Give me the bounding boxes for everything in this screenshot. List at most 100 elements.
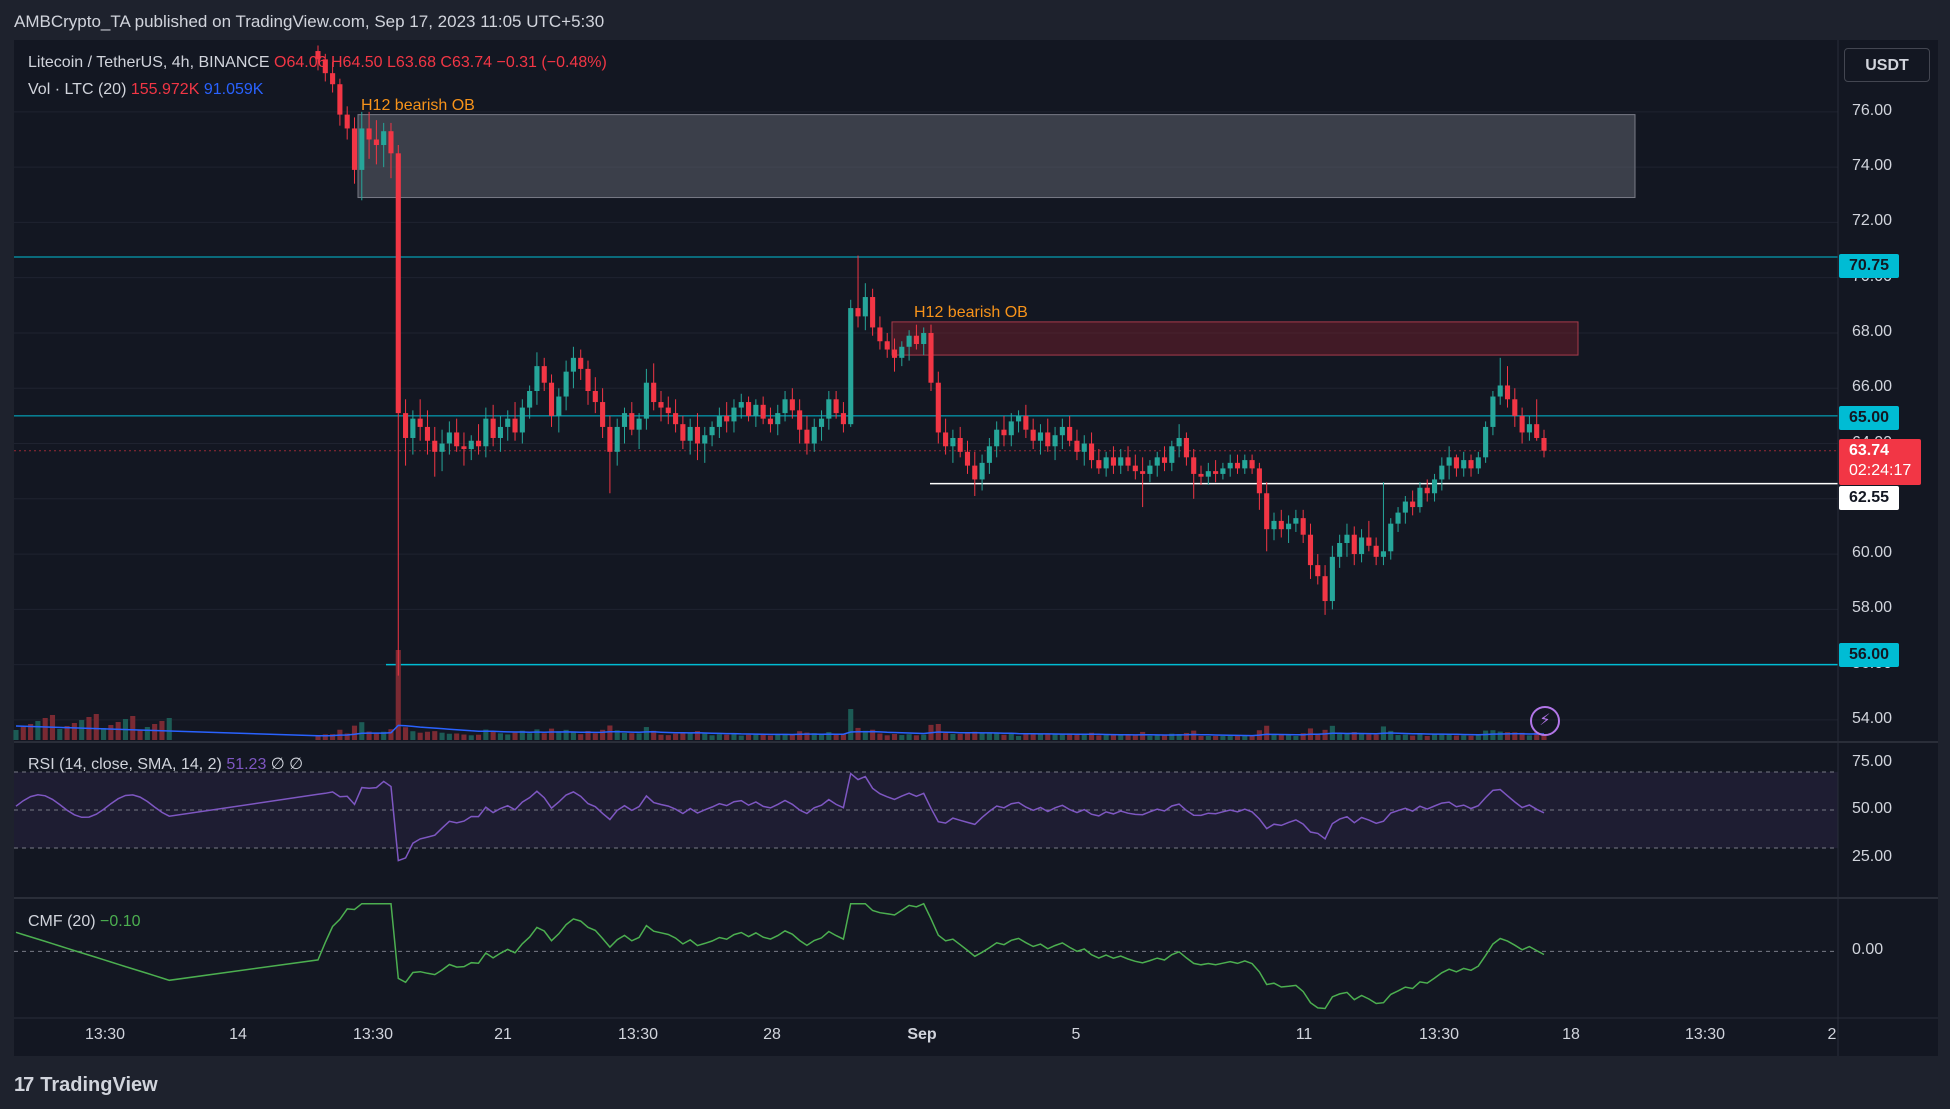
volume-bar	[351, 725, 358, 740]
volume-bar	[322, 734, 328, 740]
candle-body	[680, 424, 686, 441]
volume-bar	[475, 734, 482, 740]
volume-bar	[1278, 734, 1284, 740]
candle-body	[432, 440, 438, 452]
candle-body	[1227, 462, 1233, 469]
candle-body	[424, 426, 431, 441]
candle	[351, 117, 358, 184]
volume-bar	[1388, 730, 1394, 740]
rsi-tick-label: 75.00	[1852, 752, 1893, 770]
volume-bar	[1030, 734, 1036, 740]
candle	[570, 346, 576, 389]
candle	[1016, 410, 1022, 433]
zone-label-upper: H12 bearish OB	[361, 97, 475, 114]
volume-bar	[20, 727, 26, 740]
volume-bar	[862, 730, 868, 740]
candle	[1446, 446, 1452, 480]
volume-bar	[673, 733, 679, 740]
candle-body	[512, 418, 518, 433]
candle-body	[1380, 551, 1387, 557]
candle	[1220, 462, 1226, 480]
candle-body	[899, 346, 905, 358]
candle-body	[1329, 556, 1335, 602]
currency-button[interactable]: USDT	[1844, 48, 1930, 82]
candle-body	[1154, 457, 1160, 466]
candle-body	[1388, 523, 1394, 552]
candle	[1023, 404, 1029, 438]
time-tick-label: 13:30	[1418, 1026, 1460, 1043]
candle-body	[1191, 457, 1197, 474]
candle	[1439, 457, 1445, 491]
candle	[1453, 454, 1459, 477]
volume-bar	[1067, 733, 1073, 740]
publish-info: AMBCrypto_TA published on TradingView.co…	[14, 12, 605, 31]
volume-bar	[1483, 730, 1489, 740]
candle	[636, 413, 642, 450]
volume-bar	[1154, 735, 1160, 740]
candle-body	[746, 402, 752, 416]
candle-body	[1351, 534, 1357, 555]
candle-body	[950, 437, 956, 447]
volume-bar	[137, 730, 143, 740]
tradingview-brand[interactable]: 17 TradingView	[14, 1074, 158, 1097]
volume-bar	[592, 733, 598, 740]
main-legend: Litecoin / TetherUS, 4h, BINANCE O64.06 …	[28, 54, 607, 72]
volume-ma-line	[15, 724, 1545, 737]
candle	[724, 402, 730, 433]
candle	[1373, 537, 1379, 566]
volume-bar	[1213, 736, 1219, 740]
volume-bar	[115, 722, 121, 740]
candle-body	[1067, 426, 1073, 441]
candle	[475, 424, 482, 455]
candle	[1154, 451, 1160, 477]
candle	[585, 360, 591, 405]
candle-body	[454, 432, 460, 447]
lightning-icon[interactable]: ⚡	[1530, 706, 1560, 736]
volume-bar	[1234, 736, 1241, 740]
candle	[1008, 413, 1014, 447]
price-tick-label: 58.00	[1852, 599, 1893, 617]
candle	[541, 357, 547, 391]
chart-panel[interactable]	[14, 40, 1938, 1056]
candle-body	[1417, 487, 1423, 508]
level-tag-56: 56.00	[1839, 643, 1900, 667]
volume-bar	[1242, 736, 1248, 740]
candle-body	[702, 435, 708, 444]
candle-body	[921, 332, 927, 345]
tradingview-logo-icon: 17	[14, 1074, 34, 1096]
volume-bar	[527, 733, 533, 740]
volume-bar	[1402, 734, 1408, 740]
candle-body	[1512, 399, 1518, 416]
candle-body	[629, 413, 635, 430]
volume-bar	[1045, 733, 1051, 740]
candle	[556, 388, 562, 433]
candle-body	[1366, 537, 1372, 546]
volume-bar	[811, 733, 817, 740]
time-tick-label: 21	[494, 1026, 512, 1043]
candle	[1300, 509, 1306, 544]
volume-bar	[891, 734, 898, 740]
volume-bar	[1096, 735, 1102, 740]
rsi-pane	[14, 771, 1838, 862]
volume-bar	[152, 724, 158, 740]
volume-bar	[979, 732, 985, 740]
volume-bar	[556, 731, 562, 740]
volume-bar	[563, 729, 569, 740]
candle	[979, 454, 985, 491]
volume-bar	[395, 650, 401, 740]
volume-bar	[1439, 733, 1445, 740]
volume-bar	[680, 733, 686, 740]
candle	[446, 421, 452, 455]
volume-bar	[1410, 735, 1416, 740]
candle-body	[570, 357, 576, 372]
candlesticks	[315, 45, 1547, 676]
candle-body	[439, 443, 445, 452]
candle	[964, 440, 971, 474]
candle	[1526, 415, 1532, 441]
candle-body	[775, 413, 781, 425]
candle-body	[388, 131, 394, 154]
price-tick-label: 54.00	[1852, 709, 1893, 727]
volume-bar	[42, 718, 48, 740]
candle-body	[1307, 534, 1314, 566]
